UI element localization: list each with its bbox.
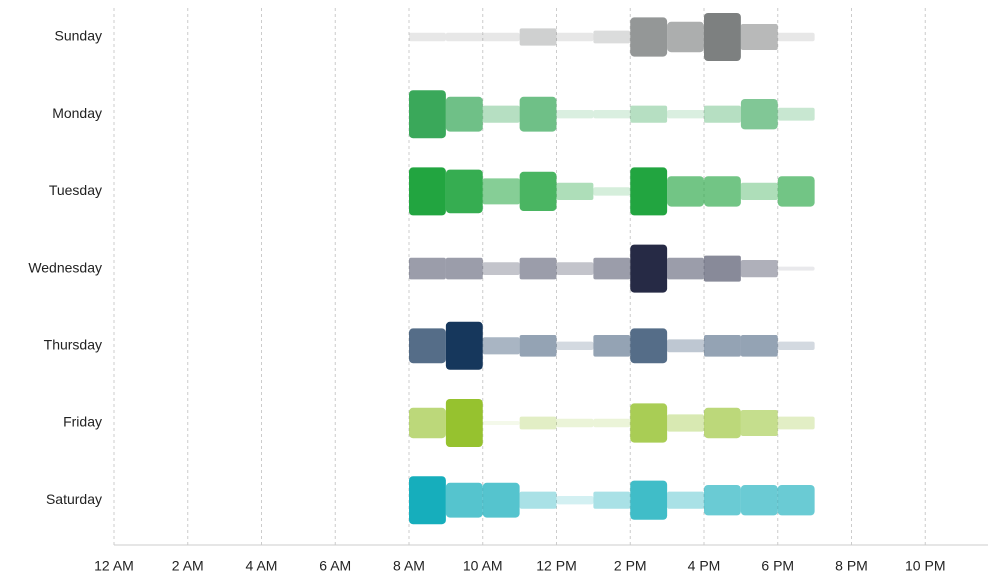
cell [777,107,815,121]
x-tick-label: 12 AM [94,558,134,574]
cell [667,339,704,353]
x-tick-label: 6 AM [319,558,351,574]
cell [777,416,815,430]
cell [667,257,704,280]
cell [482,178,520,205]
x-tick-label: 2 PM [614,558,647,574]
x-tick-label: 10 AM [463,558,503,574]
x-tick-label: 6 PM [761,558,794,574]
cell [482,262,520,275]
cell [556,182,594,200]
cell [519,171,557,211]
x-tick-label: 4 AM [246,558,278,574]
cell [445,482,483,518]
cell [704,105,741,123]
y-tick-label: Saturday [46,491,102,507]
cell [409,90,446,139]
cell [630,105,668,123]
cell [556,418,594,428]
cell [556,262,594,275]
cell [556,32,594,42]
cell [482,482,520,518]
cell [593,187,631,196]
cell [556,110,594,119]
cell [777,32,815,42]
cell [593,30,631,44]
cell [704,255,741,282]
cell [777,341,815,350]
cell [482,421,520,425]
x-tick-label: 12 PM [536,558,576,574]
x-tick-label: 10 PM [905,558,945,574]
cell [593,257,631,280]
x-tick-label: 8 AM [393,558,425,574]
cell [630,480,668,520]
y-tick-label: Tuesday [49,182,102,198]
y-tick-label: Friday [63,414,102,430]
cell [777,176,815,207]
cell [482,32,520,42]
cell [740,410,778,436]
cell [667,21,704,53]
cell [519,28,557,46]
cell [593,335,631,357]
cell [667,110,704,119]
cell [519,416,557,430]
y-tick-label: Monday [52,105,102,121]
cell [409,167,446,216]
cell [740,260,778,278]
x-tick-label: 4 PM [688,558,721,574]
cell [593,418,631,428]
cell [630,328,668,364]
cell [777,266,815,271]
cell [777,485,815,516]
cell [519,335,557,357]
cell [445,399,483,447]
cell [740,335,778,357]
cell [409,32,446,42]
cell [704,335,741,357]
y-tick-label: Wednesday [28,259,102,275]
cell [409,407,446,439]
y-tick-label: Sunday [55,28,102,44]
cell [704,13,741,61]
cell [630,244,668,293]
cell [740,182,778,200]
cell [445,32,483,42]
cell [593,110,631,119]
cell [409,328,446,364]
cell [630,403,668,443]
cell [740,99,778,130]
cell [667,176,704,207]
cell [409,257,446,280]
cell [593,491,631,509]
cell [740,485,778,516]
cell [556,496,594,505]
x-tick-label: 2 AM [172,558,204,574]
cell [482,337,520,355]
cell [740,24,778,50]
cell [445,257,483,280]
cell [556,341,594,350]
x-tick-label: 8 PM [835,558,868,574]
cell [445,321,483,370]
cell [704,485,741,516]
cell [630,167,668,216]
cell [667,414,704,432]
cell [630,17,668,57]
cell [445,169,483,214]
cell [519,491,557,509]
cell [445,96,483,132]
cell [482,105,520,123]
cell [519,96,557,132]
cell [409,476,446,525]
cell [519,257,557,280]
cell [667,491,704,509]
y-tick-label: Thursday [44,337,102,353]
cell [704,407,741,439]
cell [704,176,741,207]
